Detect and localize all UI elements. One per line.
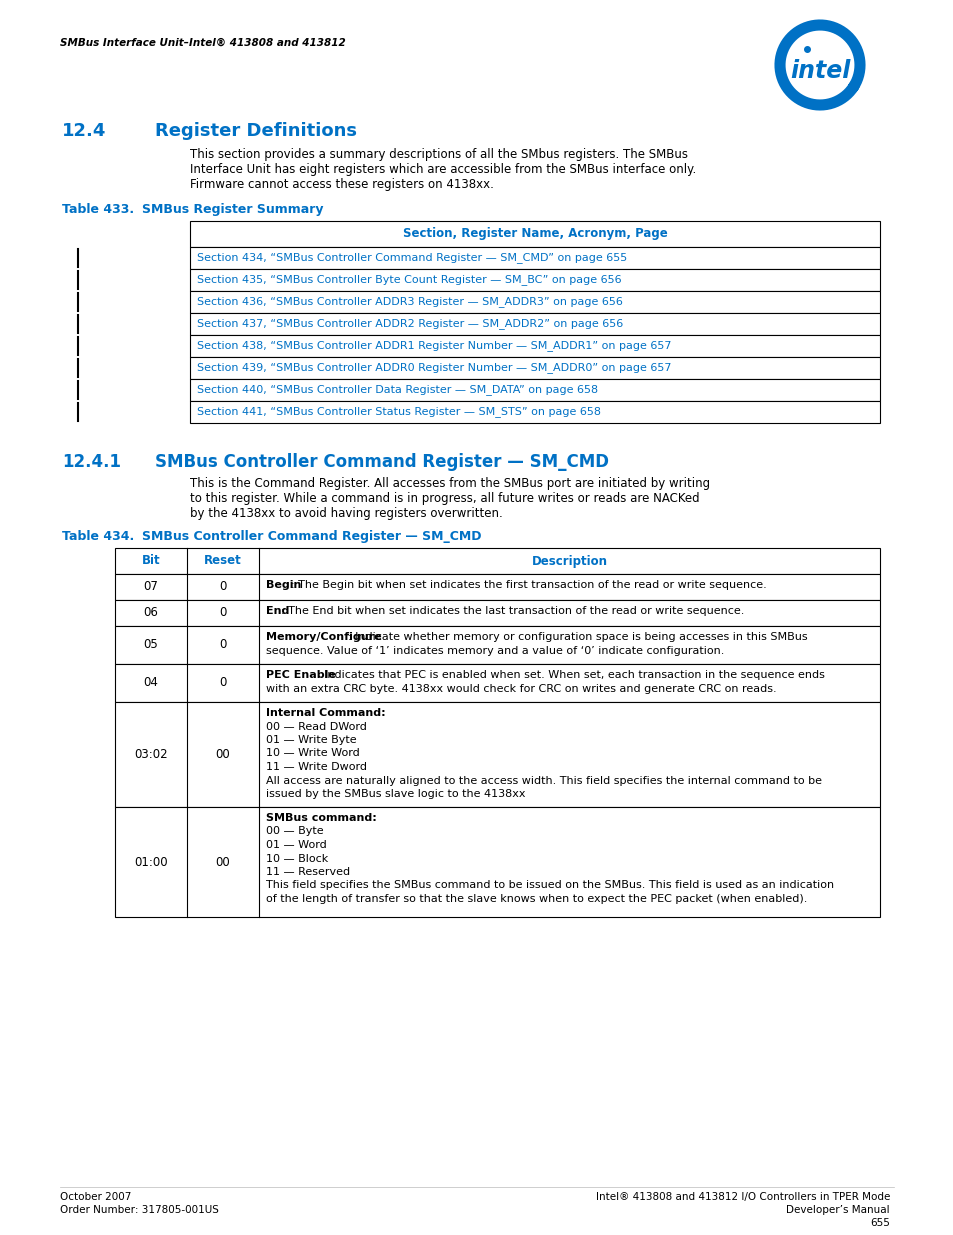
Bar [115, 574, 879, 600]
Text: Section 437, “SMBus Controller ADDR2 Register — SM_ADDR2” on page 656: Section 437, “SMBus Controller ADDR2 Reg… [196, 319, 622, 330]
Text: SMBus command:: SMBus command: [266, 813, 376, 823]
Text: 05: 05 [144, 638, 158, 652]
Bar [190, 221, 879, 247]
Text: Section 440, “SMBus Controller Data Register — SM_DATA” on page 658: Section 440, “SMBus Controller Data Regi… [196, 384, 598, 395]
Text: End: End [266, 606, 289, 616]
Text: 04: 04 [143, 677, 158, 689]
Text: October 2007: October 2007 [60, 1192, 132, 1202]
Text: Description: Description [531, 555, 607, 568]
Text: Table 434.: Table 434. [62, 530, 134, 543]
Text: 0: 0 [219, 580, 227, 594]
Text: This is the Command Register. All accesses from the SMBus port are initiated by : This is the Command Register. All access… [190, 477, 709, 490]
Bar [190, 269, 879, 291]
Text: by the 4138xx to avoid having registers overwritten.: by the 4138xx to avoid having registers … [190, 508, 502, 520]
Text: This field specifies the SMBus command to be issued on the SMBus. This field is : This field specifies the SMBus command t… [266, 881, 833, 890]
Text: issued by the SMBus slave logic to the 4138xx: issued by the SMBus slave logic to the 4… [266, 789, 525, 799]
Text: Section, Register Name, Acronym, Page: Section, Register Name, Acronym, Page [402, 227, 667, 241]
Text: Section 435, “SMBus Controller Byte Count Register — SM_BC” on page 656: Section 435, “SMBus Controller Byte Coun… [196, 274, 621, 285]
Text: 01 — Word: 01 — Word [266, 840, 327, 850]
Bar [190, 357, 879, 379]
Text: 00: 00 [215, 856, 230, 868]
Text: Developer’s Manual: Developer’s Manual [785, 1205, 889, 1215]
Text: intel: intel [789, 59, 849, 83]
Text: 0: 0 [219, 638, 227, 652]
Text: sequence. Value of ‘1’ indicates memory and a value of ‘0’ indicate configuratio: sequence. Value of ‘1’ indicates memory … [266, 646, 723, 656]
Text: PEC Enable: PEC Enable [266, 671, 335, 680]
Text: 11 — Write Dword: 11 — Write Dword [266, 762, 367, 772]
Bar [190, 312, 879, 335]
Text: Reset: Reset [204, 555, 242, 568]
Text: All access are naturally aligned to the access width. This field specifies the i: All access are naturally aligned to the … [266, 776, 821, 785]
Text: 01:00: 01:00 [134, 856, 168, 868]
Text: Section 439, “SMBus Controller ADDR0 Register Number — SM_ADDR0” on page 657: Section 439, “SMBus Controller ADDR0 Reg… [196, 363, 671, 373]
Text: Internal Command:: Internal Command: [266, 708, 385, 718]
Text: SMBus Interface Unit–Intel® 413808 and 413812: SMBus Interface Unit–Intel® 413808 and 4… [60, 38, 345, 48]
Text: with an extra CRC byte. 4138xx would check for CRC on writes and generate CRC on: with an extra CRC byte. 4138xx would che… [266, 683, 776, 694]
Bar [115, 701, 879, 806]
Text: SMBus Register Summary: SMBus Register Summary [142, 203, 323, 216]
Text: 655: 655 [869, 1218, 889, 1228]
Text: Order Number: 317805-001US: Order Number: 317805-001US [60, 1205, 218, 1215]
Text: Section 436, “SMBus Controller ADDR3 Register — SM_ADDR3” on page 656: Section 436, “SMBus Controller ADDR3 Reg… [196, 296, 622, 308]
Bar [190, 401, 879, 424]
Text: 11 — Reserved: 11 — Reserved [266, 867, 350, 877]
Text: 12.4: 12.4 [62, 122, 107, 140]
Bar [190, 247, 879, 269]
Text: : The End bit when set indicates the last transaction of the read or write seque: : The End bit when set indicates the las… [281, 606, 744, 616]
Text: Bit: Bit [142, 555, 160, 568]
Text: 10 — Block: 10 — Block [266, 853, 328, 863]
Text: Intel® 413808 and 413812 I/O Controllers in TPER Mode: Intel® 413808 and 413812 I/O Controllers… [595, 1192, 889, 1202]
Bar [190, 335, 879, 357]
Text: of the length of transfer so that the slave knows when to expect the PEC packet : of the length of transfer so that the sl… [266, 894, 806, 904]
Text: : Indicates that PEC is enabled when set. When set, each transaction in the sequ: : Indicates that PEC is enabled when set… [316, 671, 824, 680]
Text: This section provides a summary descriptions of all the SMbus registers. The SMB: This section provides a summary descript… [190, 148, 687, 161]
Text: 10 — Write Word: 10 — Write Word [266, 748, 359, 758]
Text: Begin: Begin [266, 580, 301, 590]
Text: Section 441, “SMBus Controller Status Register — SM_STS” on page 658: Section 441, “SMBus Controller Status Re… [196, 406, 600, 417]
Text: Register Definitions: Register Definitions [154, 122, 356, 140]
Bar [115, 664, 879, 701]
Text: Interface Unit has eight registers which are accessible from the SMBus interface: Interface Unit has eight registers which… [190, 163, 696, 177]
Text: 01 — Write Byte: 01 — Write Byte [266, 735, 356, 745]
Text: SMBus Controller Command Register — SM_CMD: SMBus Controller Command Register — SM_C… [154, 453, 608, 471]
Text: 00 — Byte: 00 — Byte [266, 826, 323, 836]
Text: 07: 07 [143, 580, 158, 594]
Text: : The Begin bit when set indicates the first transaction of the read or write se: : The Begin bit when set indicates the f… [292, 580, 766, 590]
Bar [190, 291, 879, 312]
Text: : Indicate whether memory or configuration space is being accesses in this SMBus: : Indicate whether memory or configurati… [347, 632, 806, 642]
Bar [115, 548, 879, 574]
Text: 03:02: 03:02 [134, 748, 168, 761]
Text: Section 438, “SMBus Controller ADDR1 Register Number — SM_ADDR1” on page 657: Section 438, “SMBus Controller ADDR1 Reg… [196, 341, 671, 352]
Text: 00 — Read DWord: 00 — Read DWord [266, 721, 367, 731]
Text: Table 433.: Table 433. [62, 203, 134, 216]
Text: Section 434, “SMBus Controller Command Register — SM_CMD” on page 655: Section 434, “SMBus Controller Command R… [196, 252, 626, 263]
Text: 06: 06 [143, 606, 158, 620]
Text: to this register. While a command is in progress, all future writes or reads are: to this register. While a command is in … [190, 492, 699, 505]
Bar [115, 626, 879, 664]
Bar [115, 806, 879, 918]
Text: Memory/Configure: Memory/Configure [266, 632, 381, 642]
Text: 00: 00 [215, 748, 230, 761]
Text: 0: 0 [219, 606, 227, 620]
Text: 12.4.1: 12.4.1 [62, 453, 121, 471]
Text: 0: 0 [219, 677, 227, 689]
Text: Firmware cannot access these registers on 4138xx.: Firmware cannot access these registers o… [190, 178, 494, 191]
Bar [115, 600, 879, 626]
Text: SMBus Controller Command Register — SM_CMD: SMBus Controller Command Register — SM_C… [142, 530, 481, 543]
Bar [190, 379, 879, 401]
